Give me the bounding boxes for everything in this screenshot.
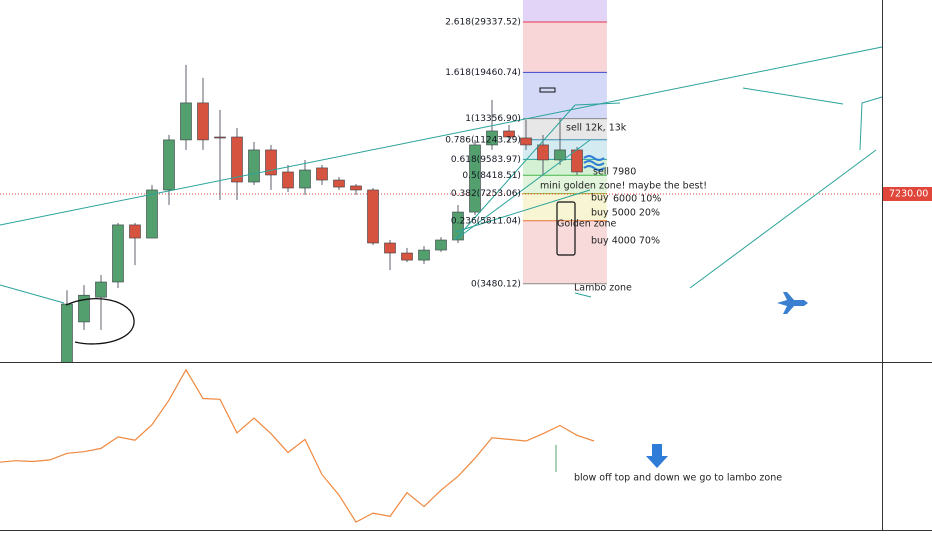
candle-body — [333, 179, 345, 188]
trend-line — [742, 87, 844, 105]
trend-line — [859, 96, 883, 151]
candle-body — [571, 149, 583, 173]
candle-body — [231, 136, 243, 183]
trend-line — [0, 46, 883, 226]
candle-body — [503, 130, 515, 138]
candle-body — [350, 185, 362, 191]
candle-body — [112, 224, 124, 283]
fib-band — [522, 118, 607, 140]
candle-body — [401, 252, 413, 261]
candle-body — [214, 136, 226, 139]
annotation: buy 4000 70% — [591, 236, 660, 247]
annotation: Lambo zone — [574, 283, 632, 294]
golden-zone-box — [556, 201, 576, 256]
fib-band — [522, 22, 607, 73]
drawings — [0, 46, 883, 472]
annotation: mini golden zone! maybe the best! — [540, 181, 707, 192]
candle-body — [197, 102, 209, 141]
last-price-label: 7230.00 — [889, 188, 928, 199]
annotation: blow off top and down we go to lambo zon… — [574, 473, 782, 484]
fib-label: 0.236(5811.04) — [451, 216, 521, 226]
down-arrow-icon — [646, 444, 668, 468]
candle-body — [180, 102, 192, 141]
candle-body — [486, 130, 498, 146]
candle-body — [61, 303, 73, 362]
hand-circle — [65, 298, 135, 345]
trend-line — [574, 292, 592, 298]
candle-body — [129, 224, 141, 239]
candle-body — [265, 149, 277, 176]
candle-body — [316, 167, 328, 181]
fib-band — [522, 175, 607, 194]
candle-body — [248, 149, 260, 183]
candle-body — [299, 169, 311, 189]
candle-body — [435, 239, 447, 251]
candle-body — [520, 137, 532, 146]
price-pane — [0, 0, 882, 362]
annotation: buy 5000 20% — [591, 208, 660, 219]
candle-body — [282, 171, 294, 189]
annotation: 6000 10% — [613, 194, 661, 205]
trend-line — [454, 189, 591, 233]
fib-band — [522, 220, 607, 284]
candle-body — [452, 211, 464, 241]
trend-line — [574, 102, 621, 106]
candle-body — [95, 281, 107, 298]
fib-label: 0(3480.12) — [471, 279, 521, 289]
candle-body — [537, 144, 549, 161]
candle-body — [146, 189, 158, 239]
fib-label: 0.786(11243.29) — [445, 135, 521, 145]
annotation: buy — [591, 193, 609, 204]
fib-label: 0.382(7253.06) — [451, 189, 521, 199]
annotation: Golden zone — [557, 219, 617, 230]
candle-body — [469, 144, 481, 213]
last-price-tag — [883, 186, 932, 201]
oscillator-line — [0, 368, 595, 523]
flag-icon — [583, 155, 605, 171]
fib-label: 2.618(29337.52) — [445, 18, 521, 28]
fib-label: 1.618(19460.74) — [445, 68, 521, 78]
fib-band — [522, 159, 607, 176]
candle-body — [367, 189, 379, 244]
annotations: 2.618(29337.52) 1.618(19460.74) 1(13356.90… — [445, 18, 782, 484]
fib-label: 0.5(8418.51) — [462, 171, 521, 181]
annotation: sell 12k, 13k — [566, 123, 627, 134]
candle-body — [78, 294, 90, 323]
fib-label: 1(13356.90) — [465, 114, 521, 124]
trend-line — [454, 104, 576, 241]
trend-line — [0, 284, 65, 304]
candle-body — [384, 242, 396, 254]
annotation: sell 7980 — [593, 167, 636, 178]
fib-band — [522, 72, 607, 119]
trend-line — [454, 139, 591, 241]
plane-icon — [777, 292, 808, 314]
axes: 7230.00 — [883, 186, 932, 201]
candle-body — [418, 249, 430, 261]
oscillator-pane — [0, 368, 595, 523]
trend-line — [689, 149, 877, 289]
fib-band — [522, 0, 607, 23]
candle-body — [554, 149, 566, 161]
target-box — [539, 87, 556, 93]
fib-label: 0.618(9583.97) — [451, 155, 521, 165]
candle-body — [163, 139, 175, 191]
